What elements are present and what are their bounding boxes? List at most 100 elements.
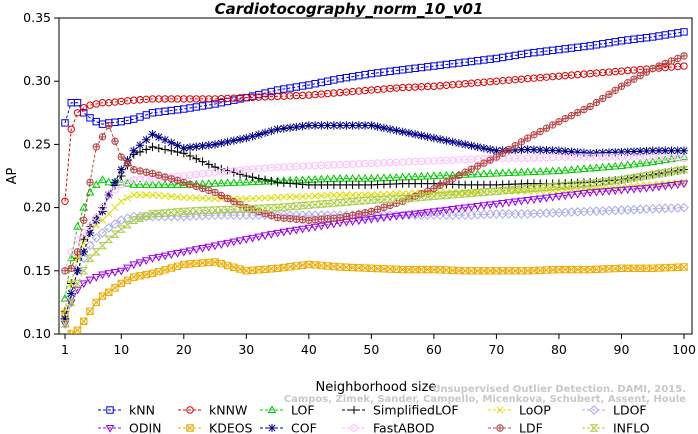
data-point-kdeos: [255, 266, 263, 274]
data-point-inflo: [266, 204, 276, 212]
data-point-ldf: [323, 215, 332, 223]
data-point-cof: [248, 132, 257, 141]
data-point-fastabod: [111, 186, 119, 194]
data-point-cof: [179, 144, 188, 153]
data-point-inflo: [379, 195, 389, 204]
data-point-cof: [435, 135, 445, 144]
data-point-lof: [354, 173, 364, 182]
data-point-odin: [379, 214, 389, 223]
data-point-ldf: [592, 98, 601, 107]
data-point-inflo: [323, 199, 333, 208]
data-point-simplifiedlof: [160, 145, 170, 154]
data-point-ldf: [192, 182, 201, 190]
data-point-lof: [85, 187, 95, 196]
series-fastabod: [61, 153, 688, 275]
data-point-ldf: [361, 209, 369, 217]
series-line-cof: [64, 124, 684, 319]
data-point-inflo: [523, 184, 533, 193]
data-point-odin: [260, 232, 270, 241]
data-point-fastabod: [73, 235, 82, 243]
data-point-cof: [379, 123, 389, 133]
data-point-odin: [273, 229, 282, 238]
data-point-odin: [285, 227, 295, 236]
series-knn: [61, 28, 688, 128]
data-point-inflo: [291, 202, 301, 210]
data-point-ldf: [342, 212, 351, 221]
y-axis-label: AP: [5, 167, 20, 184]
data-point-simplifiedlof: [235, 170, 245, 179]
data-point-odin: [229, 238, 239, 247]
data-point-knnw: [73, 109, 82, 117]
data-point-cof: [586, 149, 595, 158]
data-point-cof: [523, 145, 532, 154]
data-point-kdeos: [486, 267, 494, 275]
data-point-inflo: [679, 165, 689, 174]
data-point-fastabod: [123, 178, 132, 187]
data-point-cof: [79, 247, 88, 256]
data-point-kdeos: [148, 269, 157, 278]
data-point-lof: [392, 172, 401, 181]
data-point-fastabod: [117, 181, 125, 189]
data-point-ldf: [61, 267, 69, 275]
data-point-odin: [166, 251, 176, 260]
legend-marker-lof: [267, 405, 277, 414]
data-point-lof: [467, 169, 476, 178]
data-point-lof: [260, 176, 270, 185]
data-point-inflo: [610, 176, 620, 185]
data-point-loop: [117, 197, 125, 205]
legend-label-fastabod: FastABOD: [373, 421, 435, 434]
data-point-odin: [341, 218, 351, 227]
data-point-lof: [60, 293, 70, 302]
data-point-odin: [304, 224, 314, 233]
data-point-simplifiedlof: [185, 151, 195, 161]
data-point-odin: [373, 215, 383, 223]
data-point-lof: [91, 180, 101, 188]
data-point-odin: [404, 211, 414, 220]
data-point-ldf: [98, 133, 107, 141]
data-point-odin: [592, 188, 601, 197]
data-point-kdeos: [67, 330, 75, 334]
data-point-odin: [673, 181, 683, 190]
data-point-kdeos: [155, 267, 163, 276]
data-point-ldf: [173, 176, 182, 185]
data-point-loop: [261, 194, 269, 202]
data-point-kdeos: [123, 276, 132, 284]
data-point-odin: [679, 180, 689, 189]
data-point-inflo: [592, 179, 601, 187]
data-point-ldf: [267, 212, 276, 220]
data-point-odin: [598, 188, 608, 197]
data-point-inflo: [573, 180, 583, 189]
data-point-ldf: [567, 111, 576, 120]
data-point-inflo: [148, 210, 157, 218]
data-point-cof: [398, 127, 407, 136]
data-point-knn: [680, 28, 688, 36]
data-point-ldf: [411, 192, 419, 200]
data-point-kdeos: [80, 317, 88, 326]
data-point-lof: [129, 180, 139, 188]
x-axis: 1 10 20 30 40 50 60 70 80 90 100: [61, 334, 696, 357]
data-point-lof: [548, 166, 558, 175]
data-point-inflo: [154, 209, 164, 218]
data-point-inflo: [129, 216, 139, 224]
legend-marker-fastabod: [350, 424, 358, 432]
legend-marker-ldof: [589, 405, 599, 415]
data-point-lof: [529, 167, 539, 176]
data-point-ldf: [667, 57, 676, 65]
data-point-cof: [461, 140, 470, 149]
data-point-lof: [223, 178, 232, 187]
legend-item-simplifiedlof: SimplifiedLOF: [342, 403, 459, 418]
legend-marker-simplifiedlof: [349, 405, 359, 415]
data-point-odin: [198, 244, 207, 253]
data-point-lof: [604, 162, 614, 170]
data-point-odin: [467, 203, 476, 212]
data-point-inflo: [210, 206, 220, 214]
data-point-knn: [73, 98, 82, 107]
data-point-cof: [60, 314, 70, 323]
data-point-simplifiedlof: [279, 178, 288, 187]
data-point-odin: [204, 243, 214, 252]
data-point-ldf: [148, 169, 157, 178]
data-point-cof: [254, 130, 263, 139]
data-point-cof: [142, 135, 151, 144]
data-point-ldf: [486, 156, 494, 164]
data-point-ldf: [517, 138, 526, 146]
